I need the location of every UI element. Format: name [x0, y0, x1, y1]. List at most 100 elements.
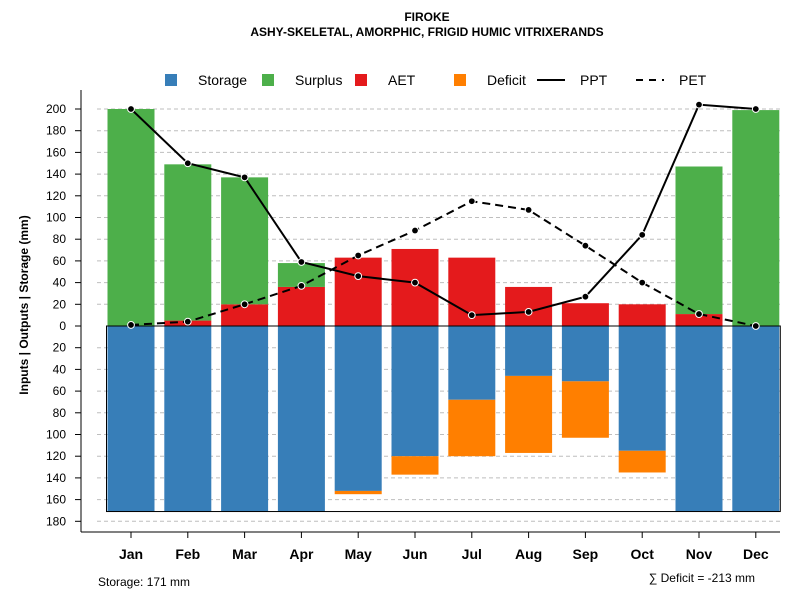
- y-tick-label: 60: [53, 254, 67, 268]
- legend-swatch-deficit: [454, 74, 466, 86]
- ppt-point: [524, 307, 533, 316]
- ppt-point: [127, 105, 135, 113]
- aet-bar: [505, 286, 553, 326]
- aet-bar: [277, 286, 325, 326]
- storage-bar: [675, 326, 723, 512]
- x-tick-label: Jul: [462, 546, 482, 562]
- storage-bar: [277, 326, 325, 512]
- tick-labels: 0 20 40 60 80 100 120 140 160 180 200 20 40 60 80 100 12…: [46, 102, 769, 562]
- deficit-bar: [448, 399, 496, 457]
- deficit-bar: [505, 375, 553, 453]
- storage-bar: [391, 326, 439, 457]
- pet-point: [751, 322, 760, 330]
- surplus-bar: [107, 109, 155, 326]
- lines: [127, 100, 760, 330]
- y-tick-label: 120: [46, 189, 66, 203]
- storage-bar: [561, 326, 609, 382]
- pet-point: [638, 278, 647, 287]
- pet-point: [411, 226, 419, 235]
- y-tick-label: 80: [53, 406, 67, 420]
- ppt-point: [183, 159, 192, 168]
- y-tick-label: 60: [53, 384, 67, 398]
- legend-swatch-surplus: [262, 74, 274, 86]
- legend-label-ppt: PPT: [580, 72, 608, 88]
- pet-point: [240, 300, 249, 309]
- axes: [75, 90, 781, 538]
- chart-title: FIROKE: [404, 10, 449, 24]
- surplus-bar: [164, 164, 212, 321]
- aet-bar: [334, 257, 382, 326]
- y-tick-label: 20: [53, 297, 67, 311]
- deficit-bar: [561, 381, 609, 438]
- deficit-bar: [334, 490, 382, 495]
- storage-bar: [505, 326, 553, 376]
- storage-bar: [448, 326, 496, 400]
- surplus-bar: [675, 166, 723, 315]
- storage-bar: [618, 326, 666, 451]
- ppt-point: [638, 230, 647, 239]
- y-tick-label: 140: [46, 167, 66, 181]
- ppt-point: [467, 311, 476, 320]
- pet-point: [524, 206, 533, 214]
- y-tick-label: 180: [46, 124, 66, 138]
- x-tick-label: Apr: [289, 546, 314, 562]
- legend-swatch-aet: [355, 74, 367, 86]
- legend-label-aet: AET: [388, 72, 416, 88]
- deficit-footnote: ∑ Deficit = -213 mm: [649, 571, 755, 585]
- y-tick-label: 100: [46, 428, 66, 442]
- x-tick-label: Jan: [119, 546, 143, 562]
- y-tick-label: 200: [46, 102, 66, 116]
- y-tick-label: 80: [53, 232, 67, 246]
- x-tick-label: Sep: [573, 546, 599, 562]
- pet-point: [183, 317, 192, 326]
- surplus-bar: [732, 110, 780, 327]
- surplus-bar: [221, 177, 269, 305]
- x-tick-label: Nov: [686, 546, 713, 562]
- ppt-point: [581, 292, 590, 301]
- pet-line: [130, 200, 757, 327]
- legend-label-surplus: Surplus: [295, 72, 342, 88]
- aet-bar: [221, 304, 269, 326]
- x-tick-label: Mar: [232, 546, 257, 562]
- ppt-point: [695, 100, 703, 109]
- legend-label-pet: PET: [679, 72, 707, 88]
- legend: Storage Surplus AET Deficit PPT PET: [165, 72, 707, 88]
- ppt-point: [354, 272, 363, 280]
- y-tick-label: 140: [46, 471, 66, 485]
- aet-bar: [618, 304, 666, 326]
- aet-bar: [561, 303, 609, 326]
- pet-point: [354, 251, 363, 260]
- pet-point: [297, 281, 306, 290]
- deficit-bar: [618, 450, 666, 473]
- pet-point: [467, 197, 476, 206]
- legend-swatch-storage: [165, 74, 177, 86]
- y-tick-label: 100: [46, 211, 66, 225]
- ppt-line: [130, 103, 756, 317]
- pet-point: [127, 321, 135, 329]
- storage-bar: [107, 326, 155, 512]
- legend-label-storage: Storage: [198, 72, 247, 88]
- y-tick-label: 160: [46, 493, 66, 507]
- ppt-point: [751, 105, 760, 113]
- y-tick-label: 20: [53, 341, 67, 355]
- aet-bar: [391, 248, 439, 326]
- y-tick-label: 40: [53, 276, 67, 290]
- bars: [107, 109, 780, 512]
- y-tick-label: 180: [46, 514, 66, 528]
- ppt-point: [240, 173, 249, 182]
- storage-bar: [221, 326, 269, 512]
- y-tick-label: 120: [46, 449, 66, 463]
- storage-bar: [334, 326, 382, 491]
- storage-bar: [164, 326, 212, 512]
- ppt-point: [297, 258, 306, 266]
- y-tick-label: 160: [46, 145, 66, 159]
- pet-point: [695, 310, 703, 318]
- surplus-bar: [277, 263, 325, 287]
- ppt-point: [411, 278, 419, 287]
- y-axis-label: Inputs | Outputs | Storage (mm): [17, 215, 31, 394]
- deficit-bar: [391, 456, 439, 475]
- x-tick-label: Feb: [175, 546, 200, 562]
- x-tick-label: May: [345, 546, 372, 562]
- storage-bar: [732, 326, 780, 512]
